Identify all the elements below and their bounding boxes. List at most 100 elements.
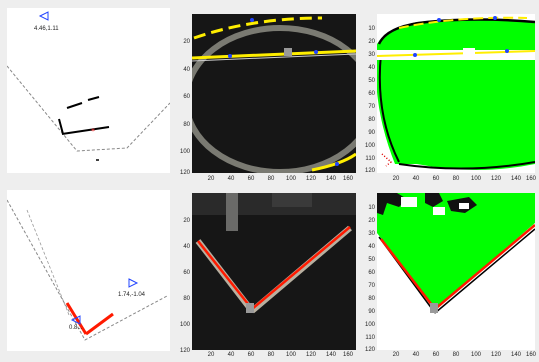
wall-segment [87, 96, 100, 101]
x-tick: 20 [207, 176, 215, 182]
top-camera-canvas [192, 16, 356, 173]
x-tick: 160 [525, 176, 537, 182]
y-tick: 120 [179, 348, 190, 354]
x-tick: 40 [412, 176, 420, 182]
blue-marker [314, 50, 318, 54]
bottom-photo-y-axis: 20 40 60 80 100 120 [174, 193, 192, 354]
blue-marker [228, 54, 232, 58]
x-tick: 60 [432, 176, 440, 182]
y-tick: 40 [368, 244, 375, 250]
top-seg-x-axis: 20 40 60 80 100 120 140 160 [377, 176, 537, 186]
x-tick: 60 [247, 352, 255, 358]
bottom-map-panel: 1.74,-1.04 0.8... [7, 190, 170, 351]
x-tick: 120 [490, 352, 502, 358]
top-photo-y-axis: 20 40 60 80 100 120 [174, 14, 192, 176]
x-tick: 140 [510, 176, 522, 182]
bottom-seg-x-axis: 20 40 60 80 100 120 140 160 [377, 352, 537, 362]
top-seg-canvas [377, 14, 535, 173]
pose-coordinate-label: 4.46,1.11 [34, 26, 59, 32]
boundary-path [26, 209, 70, 316]
x-tick: 100 [285, 176, 297, 182]
bottom-segmentation-image [377, 193, 535, 350]
x-tick: 120 [305, 352, 317, 358]
robot-marker: * [91, 127, 95, 136]
wall-detection-red [380, 238, 436, 310]
blue-marker [437, 18, 441, 22]
white-noise [433, 207, 445, 215]
y-tick: 70 [368, 104, 375, 110]
wall-detection-red [434, 224, 535, 310]
y-tick: 120 [179, 170, 190, 176]
wall-detection-red [197, 240, 253, 310]
y-tick: 20 [368, 39, 375, 45]
x-tick: 60 [432, 352, 440, 358]
marker-post [430, 303, 438, 313]
black-edge [434, 228, 535, 314]
wall-segment [61, 126, 110, 135]
wall-segment [58, 118, 64, 135]
y-tick: 120 [364, 347, 375, 353]
wall-detection-red [251, 226, 351, 310]
top-segmentation-image [377, 14, 535, 173]
y-tick: 60 [368, 91, 375, 97]
x-tick: 60 [247, 176, 255, 182]
wall-segment [66, 102, 83, 109]
x-tick: 80 [452, 352, 460, 358]
y-tick: 10 [368, 205, 375, 211]
x-tick: 100 [470, 176, 482, 182]
bottom-photo-x-axis: 20 40 60 80 100 120 140 160 [192, 352, 356, 362]
white-noise [401, 197, 417, 207]
y-tick: 70 [368, 283, 375, 289]
y-tick: 30 [368, 52, 375, 58]
y-tick: 40 [368, 65, 375, 71]
y-tick: 60 [183, 94, 190, 100]
x-tick: 160 [342, 176, 354, 182]
x-tick: 140 [325, 352, 337, 358]
yellow-tape [192, 49, 356, 60]
white-region [377, 223, 535, 350]
bottom-seg-canvas [377, 193, 535, 350]
tape-edge [192, 53, 356, 62]
marker-post [284, 48, 292, 56]
robot-coordinate-label: 0.8... [69, 325, 83, 331]
blue-marker [413, 53, 417, 57]
top-map-canvas: * [7, 11, 170, 161]
y-tick: 20 [183, 218, 190, 224]
y-tick: 20 [183, 39, 190, 45]
y-tick: 80 [183, 296, 190, 302]
y-tick: 80 [183, 122, 190, 128]
top-camera-image [192, 14, 356, 173]
white-noise [459, 203, 469, 209]
x-tick: 120 [305, 176, 317, 182]
black-edge [398, 161, 535, 170]
black-noise [377, 193, 407, 215]
blue-marker [250, 18, 254, 22]
x-tick: 160 [525, 352, 537, 358]
y-tick: 80 [368, 117, 375, 123]
arena-ring [192, 25, 356, 173]
y-tick: 100 [364, 143, 375, 149]
top-map-panel: * 4.46,1.11 [7, 8, 170, 173]
x-tick: 80 [267, 176, 275, 182]
y-tick: 50 [368, 78, 375, 84]
x-tick: 100 [285, 352, 297, 358]
y-tick: 30 [368, 231, 375, 237]
bottom-camera-canvas [192, 193, 356, 314]
y-tick: 10 [368, 26, 375, 32]
x-tick: 20 [392, 176, 400, 182]
background-pillar [226, 193, 238, 231]
top-seg-y-axis: 10 20 30 40 50 60 70 80 90 100 110 120 [359, 14, 377, 174]
yellow-tape [193, 16, 323, 40]
x-tick: 140 [325, 176, 337, 182]
boundary-path [7, 65, 170, 152]
top-photo-x-axis: 20 40 60 80 100 120 140 160 [192, 176, 356, 186]
y-tick: 60 [183, 270, 190, 276]
target-arrow-icon [128, 278, 139, 288]
white-region [377, 44, 395, 173]
y-tick: 60 [368, 270, 375, 276]
black-edge [378, 53, 400, 163]
x-tick: 100 [470, 352, 482, 358]
x-tick: 120 [490, 176, 502, 182]
y-tick: 50 [368, 257, 375, 263]
blue-marker [493, 16, 497, 20]
